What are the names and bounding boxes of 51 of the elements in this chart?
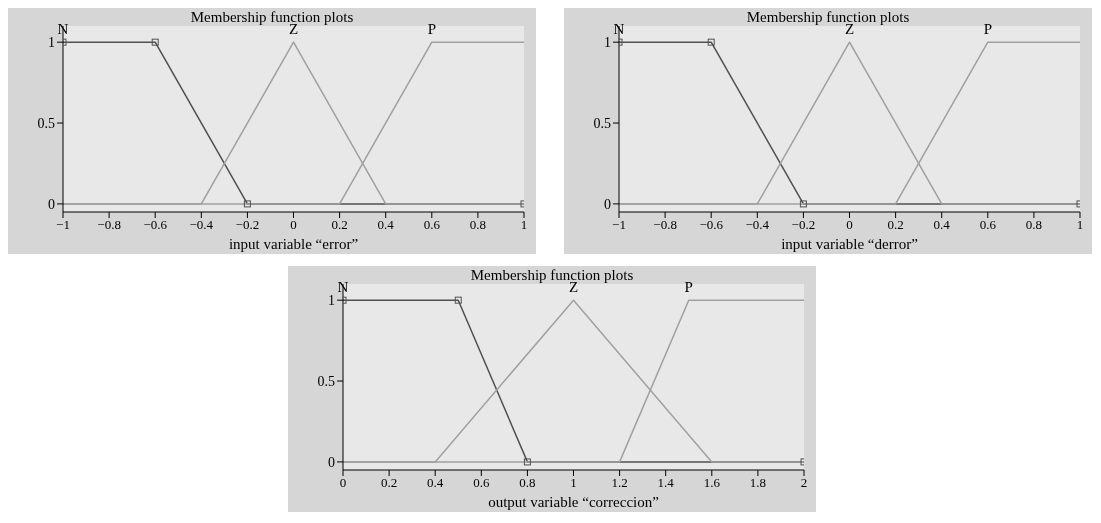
x-tick-label: −1 (612, 217, 626, 233)
x-tick-label: 1 (1076, 217, 1084, 233)
x-tick-label: 0.2 (887, 217, 904, 233)
x-tick-label: 1 (520, 217, 528, 233)
x-tick-label: 0.4 (377, 217, 395, 233)
series-label: N (57, 21, 69, 38)
y-tick-label: 1 (604, 35, 611, 51)
y-tick-label: 0.5 (317, 374, 335, 390)
y-tick-label: 0.5 (37, 116, 55, 132)
series-label: P (983, 21, 992, 38)
x-axis-title: input variable “derror” (780, 235, 919, 253)
x-tick-label: 0.8 (469, 217, 487, 233)
x-tick-label: 0.6 (473, 475, 490, 491)
x-tick-label: −0.6 (699, 217, 724, 233)
series-label: N (613, 21, 625, 38)
y-tick-label: 0 (48, 196, 55, 212)
y-tick-label: 1 (328, 293, 335, 309)
y-tick-label: 1 (48, 35, 55, 51)
x-tick-label: −0.8 (653, 217, 677, 233)
x-tick-label: 0.6 (423, 217, 441, 233)
y-tick-label: 0.5 (593, 116, 611, 132)
x-tick-label: 0.4 (427, 475, 444, 491)
y-tick-label: 0 (328, 454, 335, 470)
x-tick-label: 1.2 (611, 475, 628, 491)
series-label: P (684, 279, 693, 296)
x-tick-label: −0.2 (235, 217, 260, 233)
y-tick-label: 0 (604, 196, 611, 212)
x-tick-label: −0.6 (143, 217, 168, 233)
x-tick-label: 2 (800, 475, 808, 491)
x-tick-label: −0.4 (745, 217, 770, 233)
x-tick-label: −1 (56, 217, 70, 233)
x-tick-label: 0.2 (331, 217, 348, 233)
x-tick-label: 0.6 (979, 217, 997, 233)
x-axis-title: output variable “correccion” (487, 493, 660, 511)
x-tick-label: 1.6 (703, 475, 721, 491)
x-tick-label: 0.8 (1025, 217, 1043, 233)
x-tick-label: 0 (339, 475, 347, 491)
x-tick-label: −0.2 (791, 217, 816, 233)
x-axis-title: input variable “error” (227, 235, 360, 253)
series-label: N (337, 279, 349, 296)
x-tick-label: 0.2 (380, 475, 398, 491)
x-tick-label: −0.4 (189, 217, 214, 233)
x-tick-label: 1.8 (749, 475, 767, 491)
x-tick-label: 0.8 (519, 475, 536, 491)
x-tick-label: −0.8 (97, 217, 121, 233)
x-tick-label: 0 (290, 217, 297, 233)
x-tick-label: 0.4 (933, 217, 951, 233)
x-tick-label: 1 (570, 475, 577, 491)
series-label: P (427, 21, 436, 38)
x-tick-label: 1.4 (657, 475, 675, 491)
x-tick-label: 0 (846, 217, 853, 233)
